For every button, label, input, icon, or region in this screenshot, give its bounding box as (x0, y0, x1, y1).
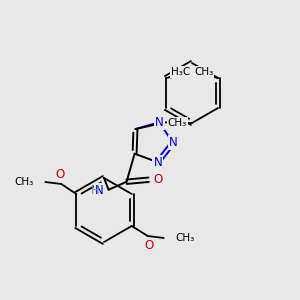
Text: CH₃: CH₃ (167, 118, 187, 128)
Text: N: N (155, 116, 164, 129)
Text: H₃C: H₃C (171, 67, 190, 77)
Text: H: H (91, 184, 100, 197)
Text: O: O (154, 173, 163, 186)
Text: CH₃: CH₃ (176, 233, 195, 243)
Text: O: O (56, 168, 65, 181)
Text: N: N (169, 136, 177, 149)
Text: N: N (153, 156, 162, 169)
Text: CH₃: CH₃ (14, 177, 33, 187)
Text: CH₃: CH₃ (194, 67, 213, 77)
Text: O: O (144, 239, 153, 252)
Text: N: N (95, 184, 103, 197)
